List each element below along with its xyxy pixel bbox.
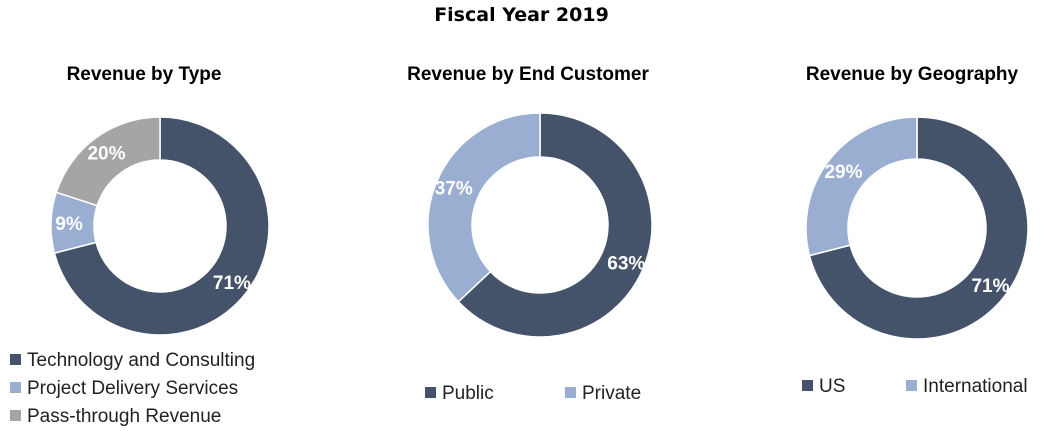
legend-public: Public <box>425 383 494 405</box>
legend-swatch <box>906 380 917 391</box>
slice-pass-through-revenue <box>55 116 161 207</box>
main-title: Fiscal Year 2019 <box>434 4 609 26</box>
legend-technology-and-consulting: Technology and Consulting <box>10 350 255 372</box>
chart-title-type: Revenue by Type <box>66 64 222 85</box>
chart-title-geography: Revenue by Geography <box>805 64 1019 85</box>
slice-private <box>427 112 541 303</box>
data-label-private: 37% <box>435 179 473 200</box>
legend-us: US <box>802 376 845 398</box>
legend-swatch <box>425 387 436 398</box>
slice-international <box>805 116 918 257</box>
legend-private: Private <box>565 383 641 405</box>
slice-public <box>457 112 653 338</box>
data-label-project-delivery-services: 9% <box>55 214 83 235</box>
data-label-us: 71% <box>971 276 1009 297</box>
legend-pass-through-revenue: Pass-through Revenue <box>10 406 221 428</box>
legend-swatch <box>10 354 21 365</box>
legend-international: International <box>906 376 1028 398</box>
legend-swatch <box>565 387 576 398</box>
data-label-public: 63% <box>607 253 645 274</box>
data-label-technology-and-consulting: 71% <box>213 273 251 294</box>
data-label-pass-through-revenue: 20% <box>87 143 125 164</box>
legend-swatch <box>802 380 813 391</box>
slice-technology-and-consulting <box>53 116 270 336</box>
chart-title-end-customer: Revenue by End Customer <box>407 64 649 85</box>
slice-us <box>808 116 1029 340</box>
data-label-international: 29% <box>824 162 862 183</box>
legend-swatch <box>10 410 21 421</box>
legend-project-delivery-services: Project Delivery Services <box>10 378 238 400</box>
legend-swatch <box>10 382 21 393</box>
